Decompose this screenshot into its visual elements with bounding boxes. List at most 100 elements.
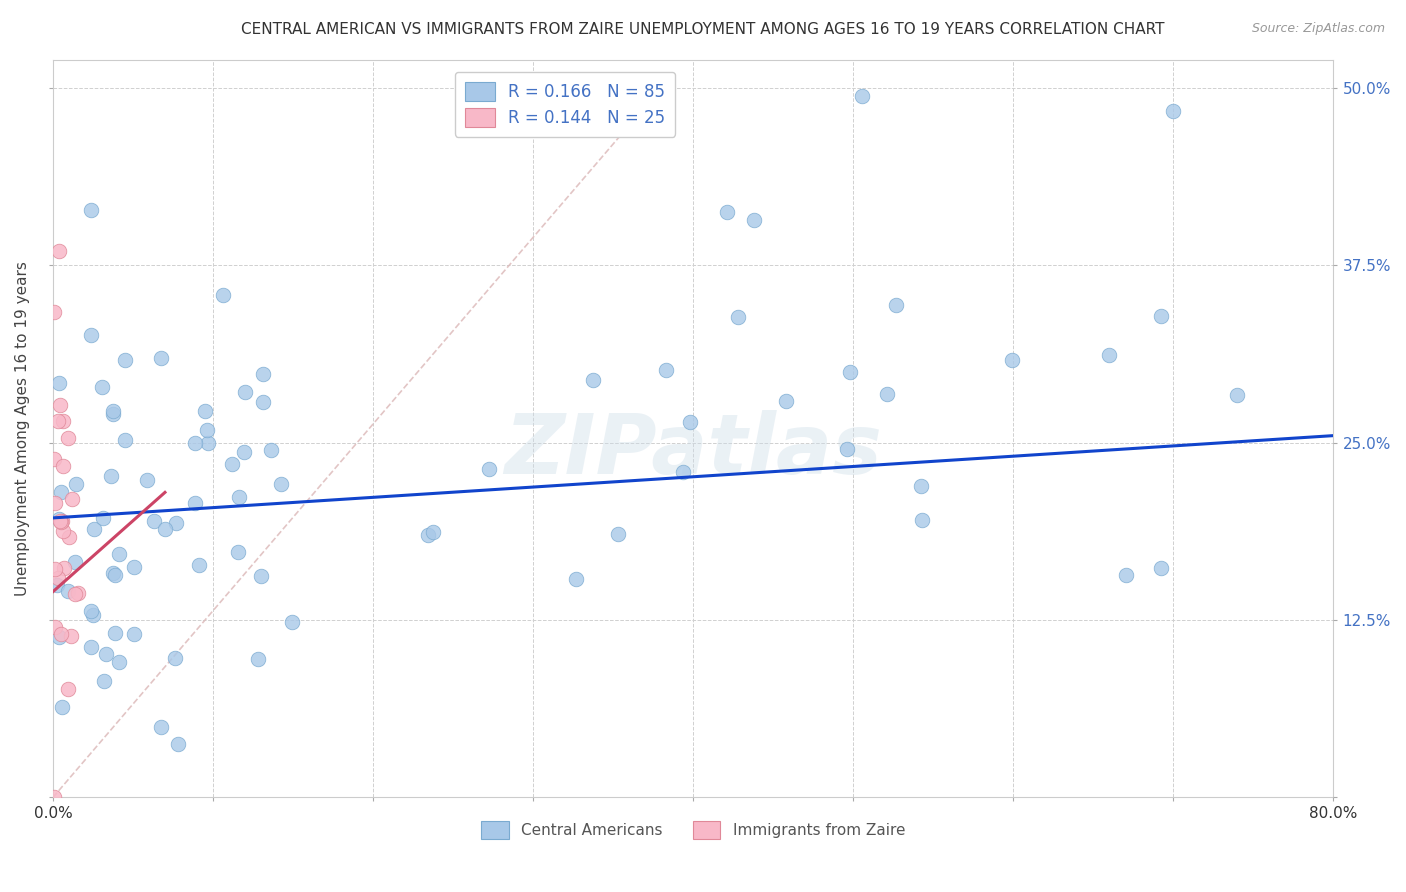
Text: ZIPatlas: ZIPatlas xyxy=(505,410,882,491)
Point xyxy=(60,491,83,506)
Point xyxy=(165,651,187,665)
Point xyxy=(835,442,858,456)
Point xyxy=(839,365,862,379)
Point xyxy=(122,626,145,640)
Point xyxy=(44,620,66,634)
Point xyxy=(83,522,105,536)
Point xyxy=(582,373,605,387)
Point xyxy=(53,560,76,574)
Point xyxy=(270,476,292,491)
Point xyxy=(56,584,79,599)
Point xyxy=(100,469,122,483)
Point xyxy=(775,394,797,409)
Point xyxy=(250,568,273,582)
Point xyxy=(96,647,118,661)
Point xyxy=(122,560,145,574)
Point xyxy=(565,572,588,586)
Point xyxy=(80,604,103,618)
Point xyxy=(51,414,73,428)
Point xyxy=(48,376,70,391)
Point xyxy=(60,629,83,643)
Point xyxy=(63,587,86,601)
Point xyxy=(153,522,176,536)
Point xyxy=(104,626,127,640)
Point xyxy=(49,515,72,529)
Point xyxy=(48,514,70,528)
Point xyxy=(221,458,243,472)
Point xyxy=(884,297,907,311)
Point xyxy=(1001,352,1024,367)
Point xyxy=(742,212,765,227)
Point xyxy=(211,288,233,302)
Point xyxy=(42,790,65,805)
Point xyxy=(193,404,215,418)
Point xyxy=(1150,310,1173,324)
Point xyxy=(280,615,302,629)
Point xyxy=(187,558,209,572)
Point xyxy=(114,352,136,367)
Point xyxy=(65,476,87,491)
Point xyxy=(1225,387,1247,401)
Point xyxy=(228,491,250,505)
Point xyxy=(107,548,129,562)
Point xyxy=(58,431,80,445)
Point xyxy=(422,524,444,539)
Point xyxy=(655,363,678,377)
Point xyxy=(48,512,70,526)
Point xyxy=(679,415,702,429)
Point xyxy=(727,310,749,324)
Point xyxy=(478,462,501,476)
Point xyxy=(114,433,136,447)
Point xyxy=(197,436,219,450)
Point xyxy=(42,305,65,319)
Point xyxy=(52,524,75,538)
Point xyxy=(51,700,73,714)
Point xyxy=(233,385,256,400)
Text: CENTRAL AMERICAN VS IMMIGRANTS FROM ZAIRE UNEMPLOYMENT AMONG AGES 16 TO 19 YEARS: CENTRAL AMERICAN VS IMMIGRANTS FROM ZAIR… xyxy=(242,22,1164,37)
Point xyxy=(259,442,281,457)
Point xyxy=(66,586,89,600)
Point xyxy=(52,458,75,473)
Y-axis label: Unemployment Among Ages 16 to 19 years: Unemployment Among Ages 16 to 19 years xyxy=(15,261,30,596)
Point xyxy=(716,204,738,219)
Text: Source: ZipAtlas.com: Source: ZipAtlas.com xyxy=(1251,22,1385,36)
Point xyxy=(91,380,114,394)
Point xyxy=(80,328,103,343)
Point xyxy=(42,452,65,467)
Point xyxy=(46,578,69,592)
Point xyxy=(93,510,115,524)
Point xyxy=(165,516,187,530)
Point xyxy=(51,626,73,640)
Point xyxy=(44,495,66,509)
Point xyxy=(247,652,270,666)
Point xyxy=(82,607,104,622)
Point xyxy=(1098,348,1121,362)
Point xyxy=(166,737,188,751)
Point xyxy=(195,423,218,437)
Point xyxy=(876,387,898,401)
Point xyxy=(108,655,131,669)
Point xyxy=(1150,561,1173,575)
Point xyxy=(672,465,695,479)
Point xyxy=(233,444,256,458)
Point xyxy=(1161,104,1184,119)
Point xyxy=(58,681,80,696)
Point xyxy=(51,514,73,528)
Point xyxy=(184,496,207,510)
Point xyxy=(149,351,172,366)
Point xyxy=(80,202,103,217)
Point xyxy=(228,545,250,559)
Point xyxy=(46,571,69,585)
Point xyxy=(416,528,439,542)
Legend: Central Americans, Immigrants from Zaire: Central Americans, Immigrants from Zaire xyxy=(475,815,911,845)
Point xyxy=(149,721,172,735)
Point xyxy=(63,555,86,569)
Point xyxy=(252,395,274,409)
Point xyxy=(49,398,72,412)
Point xyxy=(911,513,934,527)
Point xyxy=(51,484,73,499)
Point xyxy=(46,414,69,428)
Point xyxy=(80,640,103,654)
Point xyxy=(851,89,873,103)
Point xyxy=(48,244,70,259)
